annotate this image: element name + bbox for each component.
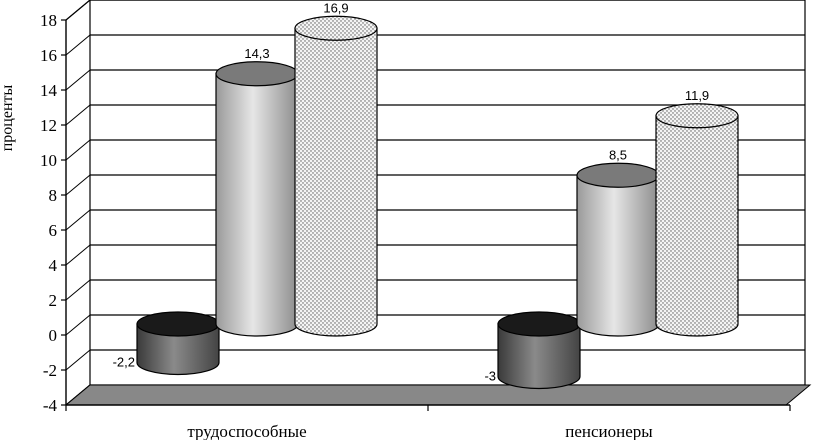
bar-body <box>497 323 581 390</box>
bar-cap <box>576 162 660 188</box>
data-label: 11,9 <box>685 88 709 103</box>
back-wall-frame <box>90 0 806 385</box>
data-label: 8,5 <box>609 147 627 162</box>
gridline-diagonal <box>65 139 91 161</box>
x-category-label: пенсионеры <box>565 422 653 440</box>
bar: 11,9 <box>655 88 739 337</box>
y-tick-label: 0 <box>49 326 58 345</box>
bar-cap <box>497 311 581 337</box>
gridline-diagonal <box>65 34 91 56</box>
y-tick-label: 10 <box>40 151 57 170</box>
y-axis: -4 -2 0 2 4 6 8 10 12 14 16 18 <box>40 11 67 415</box>
y-tick-label: 6 <box>49 221 58 240</box>
gridline-diagonal <box>65 314 91 336</box>
bar-cap <box>294 15 378 41</box>
bar: 16,9 <box>294 0 378 337</box>
data-label: 14,3 <box>244 46 269 61</box>
bar: 14,3 <box>215 46 299 337</box>
bar-cap <box>655 103 739 129</box>
y-tick-label: 2 <box>49 291 58 310</box>
y-tick-label: 16 <box>40 46 57 65</box>
chart-floor <box>64 384 812 406</box>
data-label: -2,2 <box>113 355 135 370</box>
gridline-diagonal <box>65 0 91 21</box>
y-tick-label: -2 <box>43 361 57 380</box>
gridline-diagonal <box>65 104 91 126</box>
gridline-diagonal <box>65 209 91 231</box>
bar: -2,2 <box>113 311 220 376</box>
y-tick-label: 14 <box>40 81 58 100</box>
bar: 8,5 <box>576 147 660 337</box>
gridline-diagonal <box>65 349 91 371</box>
bar: -3 <box>484 311 581 390</box>
x-category-label: трудоспособные <box>187 422 306 440</box>
y-tick-label: 8 <box>49 186 58 205</box>
x-axis: трудоспособные пенсионеры <box>65 404 791 440</box>
y-tick-label: -4 <box>43 396 58 415</box>
gridline-diagonal <box>65 174 91 196</box>
y-tick-label: 12 <box>40 116 57 135</box>
y-axis-label: проценты <box>0 84 16 151</box>
floor-surface <box>64 384 812 406</box>
bar-cap <box>136 311 220 337</box>
data-label: 16,9 <box>323 0 348 15</box>
bars: -2,2 -3 14,3 8,5 16,9 11,9 <box>113 0 739 390</box>
bar-body <box>576 174 660 337</box>
gridline-diagonal <box>65 69 91 91</box>
bar-body <box>215 73 299 337</box>
gridline-diagonal <box>65 244 91 266</box>
bar-body <box>294 27 378 337</box>
y-tick-label: 18 <box>40 11 57 30</box>
bar-body <box>655 115 739 337</box>
bar-body <box>136 323 220 376</box>
data-label: -3 <box>484 369 496 384</box>
side-wall-left <box>65 0 91 406</box>
y-tick-label: 4 <box>49 256 58 275</box>
bar-cap <box>215 61 299 87</box>
gridline-diagonal <box>65 279 91 301</box>
